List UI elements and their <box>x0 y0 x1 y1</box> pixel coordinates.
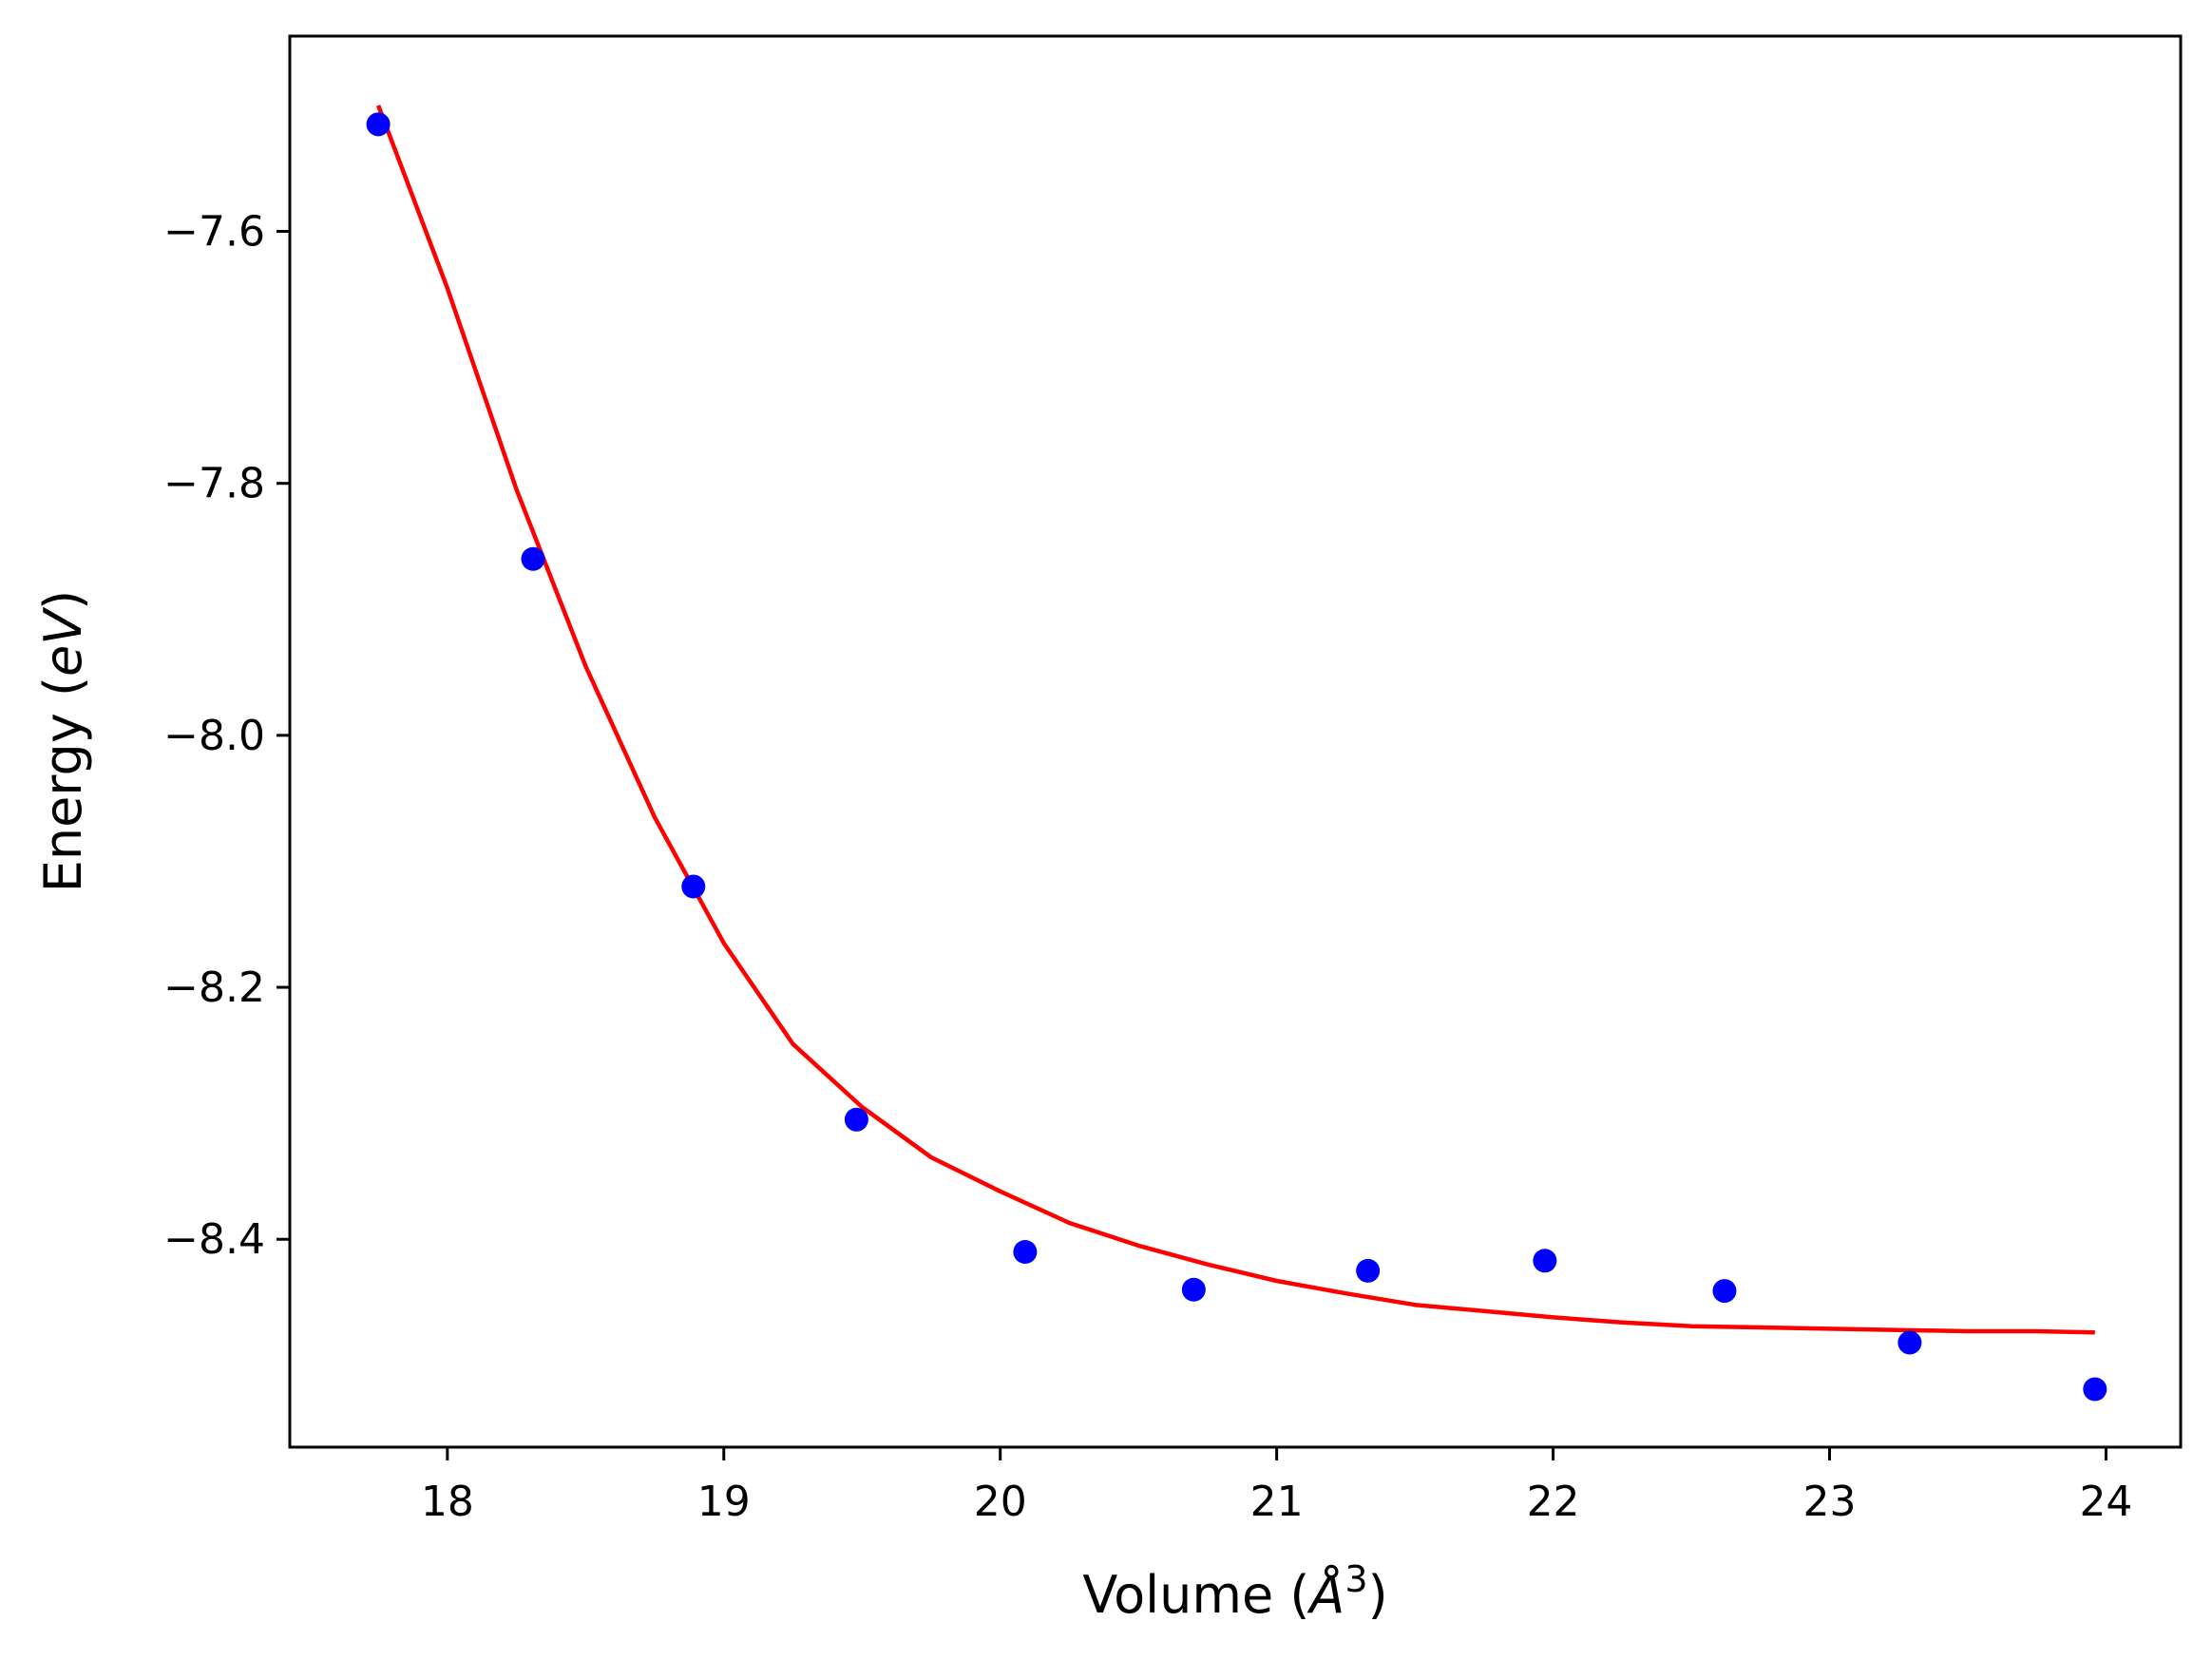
y-tick-label: −7.8 <box>163 460 265 508</box>
data-point <box>844 1107 868 1132</box>
data-point <box>1356 1258 1381 1283</box>
data-point <box>1013 1239 1038 1264</box>
axes-frame <box>288 34 2183 1449</box>
data-point <box>2083 1377 2107 1402</box>
x-tick-label: 18 <box>421 1478 474 1526</box>
data-layer <box>366 105 2107 1402</box>
x-tick-label: 23 <box>1803 1478 1857 1526</box>
x-tick-label: 21 <box>1250 1478 1304 1526</box>
data-point <box>1897 1330 1922 1355</box>
y-tick-label: −8.2 <box>163 964 265 1012</box>
y-axis-label: Energy (eV) <box>33 590 93 893</box>
y-tick-label: −7.6 <box>163 208 265 257</box>
x-tick-label: 19 <box>697 1478 751 1526</box>
x-tick-label: 24 <box>2079 1478 2132 1526</box>
x-axis-label: Volume (Å3) <box>1082 1558 1387 1625</box>
data-point <box>1533 1249 1557 1273</box>
x-tick-label: 20 <box>974 1478 1027 1526</box>
y-axis-ticks: −7.6 −7.8 −8.0 −8.2 −8.4 <box>163 208 290 1264</box>
data-point <box>521 546 545 571</box>
data-point <box>681 874 706 899</box>
x-tick-label: 22 <box>1527 1478 1580 1526</box>
y-tick-label: −8.4 <box>163 1215 265 1264</box>
data-point <box>1181 1277 1206 1302</box>
y-tick-label: −8.0 <box>163 712 265 760</box>
x-axis-ticks: 18 19 20 21 22 23 24 <box>421 1447 2132 1526</box>
data-point <box>1712 1279 1737 1304</box>
fit-curve-line <box>375 105 2095 1335</box>
data-point <box>366 112 391 137</box>
